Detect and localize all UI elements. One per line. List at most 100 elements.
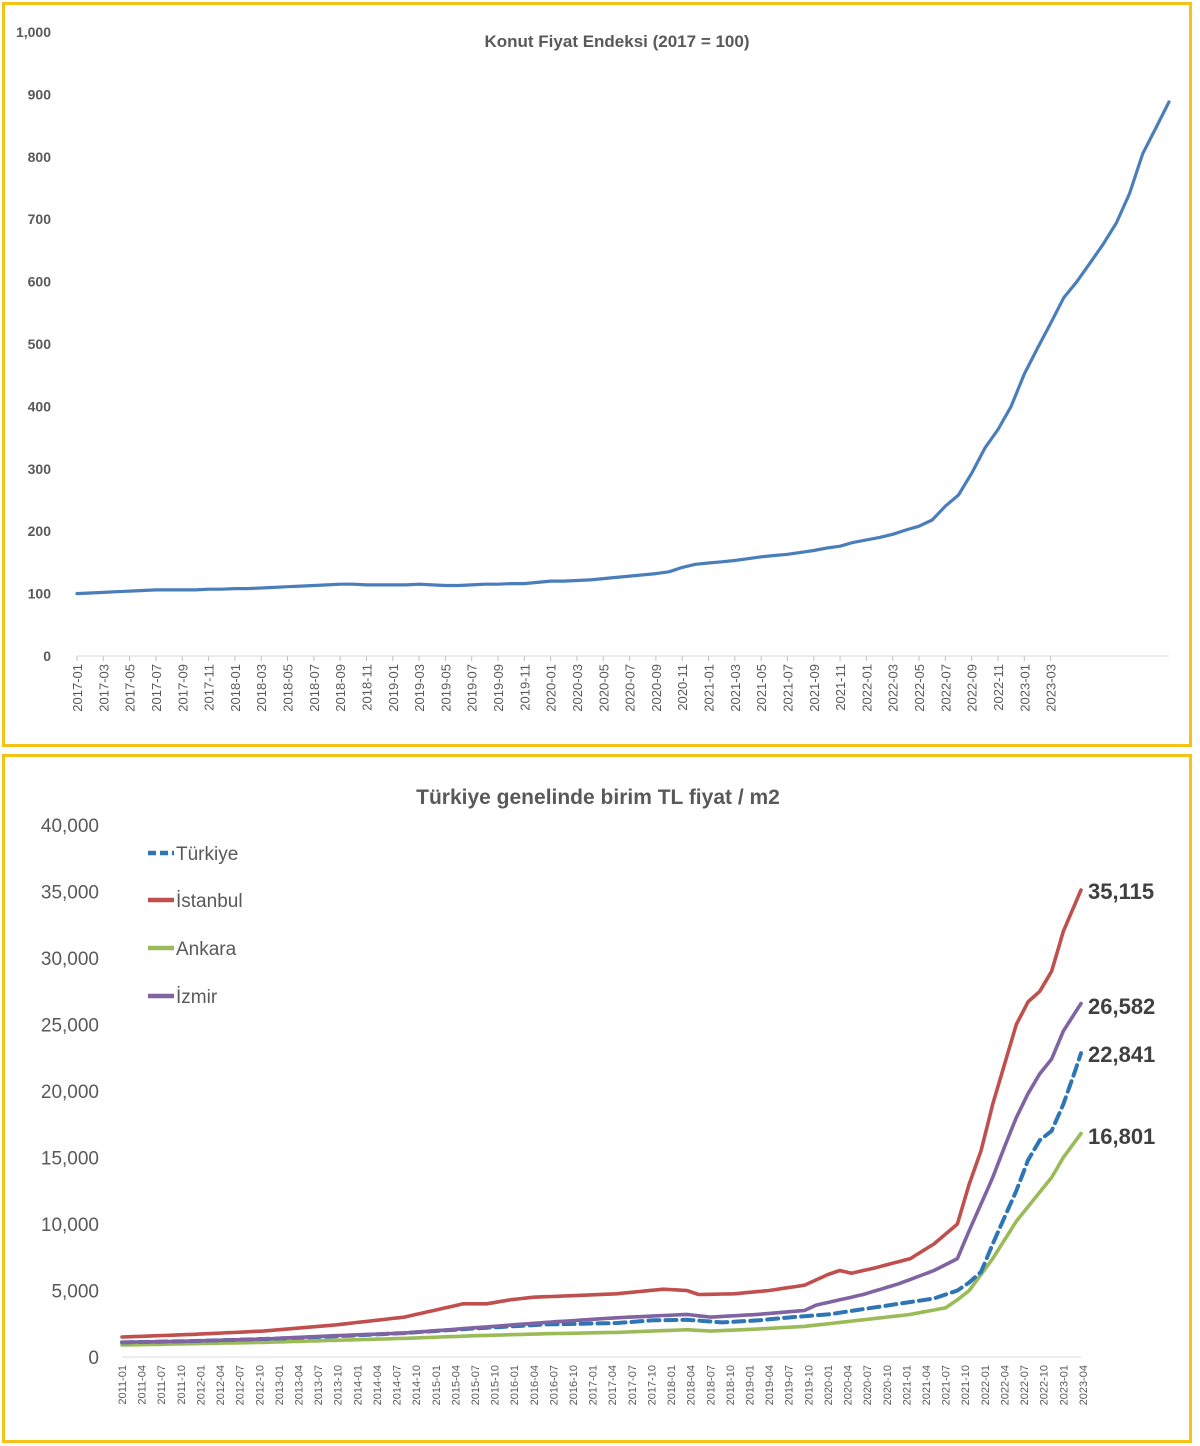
end-value-label: 26,582 bbox=[1088, 994, 1155, 1019]
x-tick-label: 2018-07 bbox=[307, 664, 322, 712]
x-tick-label: 2011-10 bbox=[176, 1365, 188, 1405]
housing-price-index-chart: Konut Fiyat Endeksi (2017 = 100) 0 100 200… bbox=[16, 24, 1171, 712]
x-tick-label: 2018-01 bbox=[228, 664, 243, 712]
y-tick-label: 800 bbox=[28, 149, 52, 165]
y-tick-label: 300 bbox=[28, 461, 52, 477]
y-tick-label: 500 bbox=[28, 336, 52, 352]
x-tick-label: 2012-04 bbox=[215, 1365, 227, 1405]
series-line-istanbul bbox=[120, 888, 1083, 1339]
legend-label: İzmir bbox=[176, 987, 218, 1008]
index-chart-panel bbox=[2, 2, 1192, 747]
x-tick-label: 2014-04 bbox=[372, 1365, 384, 1405]
x-tick-label: 2020-04 bbox=[843, 1365, 855, 1405]
y-tick-label: 25,000 bbox=[41, 1016, 99, 1037]
x-tick-label: 2016-07 bbox=[548, 1365, 560, 1405]
x-tick-label: 2017-10 bbox=[646, 1365, 658, 1405]
x-tick-label: 2017-07 bbox=[627, 1365, 639, 1405]
x-tick-label: 2022-05 bbox=[912, 664, 927, 712]
x-tick-label: 2019-04 bbox=[764, 1365, 776, 1405]
x-tick-label: 2019-10 bbox=[803, 1365, 815, 1405]
x-tick-label: 2015-01 bbox=[431, 1365, 443, 1405]
y-tick-label: 40,000 bbox=[41, 816, 99, 837]
x-tick-label: 2023-01 bbox=[1058, 1365, 1070, 1405]
x-tick-label: 2015-07 bbox=[470, 1365, 482, 1405]
x-tick-label: 2023-04 bbox=[1078, 1365, 1090, 1405]
x-tick-label: 2014-07 bbox=[392, 1365, 404, 1405]
y-tick-label: 900 bbox=[28, 86, 52, 102]
chart-title: Konut Fiyat Endeksi (2017 = 100) bbox=[484, 32, 749, 51]
x-tick-label: 2020-01 bbox=[823, 1365, 835, 1405]
x-tick-label: 2015-04 bbox=[450, 1365, 462, 1405]
x-tick-label: 2020-09 bbox=[649, 664, 664, 712]
x-tick-label: 2012-01 bbox=[195, 1365, 207, 1405]
y-tick-label: 15,000 bbox=[41, 1149, 99, 1170]
x-tick-label: 2015-10 bbox=[490, 1365, 502, 1405]
x-tick-label: 2022-03 bbox=[886, 664, 901, 712]
x-tick-label: 2013-01 bbox=[274, 1365, 286, 1405]
x-tick-label: 2022-01 bbox=[859, 664, 874, 712]
x-tick-label: 2020-07 bbox=[623, 664, 638, 712]
y-tick-label: 100 bbox=[28, 586, 52, 602]
x-tick-label: 2017-04 bbox=[607, 1365, 619, 1405]
x-tick-label: 2022-01 bbox=[980, 1365, 992, 1405]
x-tick-label: 2014-01 bbox=[352, 1365, 364, 1405]
x-tick-label: 2017-01 bbox=[70, 664, 85, 712]
x-tick-label: 2014-10 bbox=[411, 1365, 423, 1405]
x-tick-label: 2021-07 bbox=[941, 1365, 953, 1405]
x-tick-label: 2021-01 bbox=[702, 664, 717, 712]
x-tick-label: 2018-04 bbox=[686, 1365, 698, 1405]
x-tick-label: 2018-07 bbox=[705, 1365, 717, 1405]
x-tick-label: 2020-03 bbox=[570, 664, 585, 712]
series-line-izmir bbox=[120, 1001, 1083, 1345]
x-tick-label: 2016-10 bbox=[568, 1365, 580, 1405]
x-tick-label: 2023-01 bbox=[1017, 664, 1032, 712]
series-line-turkiye bbox=[120, 1051, 1083, 1345]
x-tick-label: 2017-07 bbox=[149, 664, 164, 712]
x-tick-label: 2021-03 bbox=[728, 664, 743, 712]
x-tick-label: 2019-01 bbox=[386, 664, 401, 712]
x-tick-label: 2019-09 bbox=[491, 664, 506, 712]
x-tick-label: 2017-05 bbox=[123, 664, 138, 712]
x-tick-label: 2019-07 bbox=[784, 1365, 796, 1405]
x-tick-label: 2020-05 bbox=[596, 664, 611, 712]
y-tick-label: 0 bbox=[43, 648, 51, 664]
y-tick-label: 10,000 bbox=[41, 1215, 99, 1236]
x-tick-label: 2021-05 bbox=[754, 664, 769, 712]
y-tick-label: 600 bbox=[28, 274, 52, 290]
end-value-label: 16,801 bbox=[1088, 1124, 1155, 1149]
x-tick-label: 2019-05 bbox=[438, 664, 453, 712]
x-tick-label: 2018-10 bbox=[725, 1365, 737, 1405]
x-tick-label: 2019-01 bbox=[745, 1365, 757, 1405]
end-value-label: 22,841 bbox=[1088, 1042, 1155, 1067]
x-tick-label: 2013-07 bbox=[313, 1365, 325, 1405]
x-tick-label: 2020-01 bbox=[544, 664, 559, 712]
x-tick-label: 2021-09 bbox=[807, 664, 822, 712]
x-tick-label: 2022-09 bbox=[965, 664, 980, 712]
x-tick-label: 2021-07 bbox=[780, 664, 795, 712]
x-tick-label: 2022-07 bbox=[1019, 1365, 1031, 1405]
x-tick-label: 2020-11 bbox=[675, 664, 690, 711]
x-tick-label: 2012-10 bbox=[254, 1365, 266, 1405]
x-tick-label: 2012-07 bbox=[235, 1365, 247, 1405]
y-tick-label: 20,000 bbox=[41, 1082, 99, 1103]
legend-label: Ankara bbox=[176, 939, 237, 960]
index-series-line bbox=[75, 100, 1171, 596]
x-tick-label: 2023-03 bbox=[1044, 664, 1059, 712]
chart-title: Türkiye genelinde birim TL fiyat / m2 bbox=[416, 786, 780, 809]
x-tick-label: 2018-09 bbox=[333, 664, 348, 712]
x-tick-label: 2018-01 bbox=[666, 1365, 678, 1405]
x-tick-label: 2022-11 bbox=[991, 664, 1006, 711]
y-tick-label: 5,000 bbox=[51, 1282, 99, 1303]
x-tick-label: 2017-03 bbox=[96, 664, 111, 712]
x-tick-label: 2019-07 bbox=[465, 664, 480, 712]
y-tick-label: 35,000 bbox=[41, 883, 99, 904]
x-tick-label: 2022-10 bbox=[1039, 1365, 1051, 1405]
end-value-label: 35,115 bbox=[1088, 879, 1154, 904]
x-tick-label: 2016-04 bbox=[529, 1365, 541, 1405]
x-tick-label: 2020-10 bbox=[882, 1365, 894, 1405]
x-tick-label: 2018-03 bbox=[254, 664, 269, 712]
y-tick-label: 400 bbox=[28, 398, 52, 414]
x-tick-label: 2019-03 bbox=[412, 664, 427, 712]
x-tick-label: 2021-01 bbox=[901, 1365, 913, 1405]
